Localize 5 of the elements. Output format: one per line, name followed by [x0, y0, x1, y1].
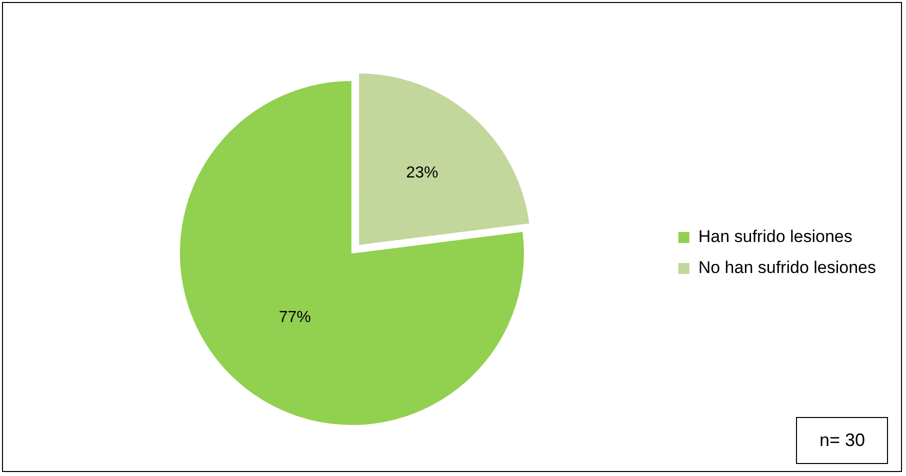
data-label: 23%	[406, 164, 438, 182]
data-label: 77%	[278, 309, 311, 326]
legend-label: Han sufrido lesiones	[698, 227, 852, 246]
text: n= 30	[796, 417, 888, 464]
legend-label: No han sufrido lesiones	[698, 258, 876, 278]
